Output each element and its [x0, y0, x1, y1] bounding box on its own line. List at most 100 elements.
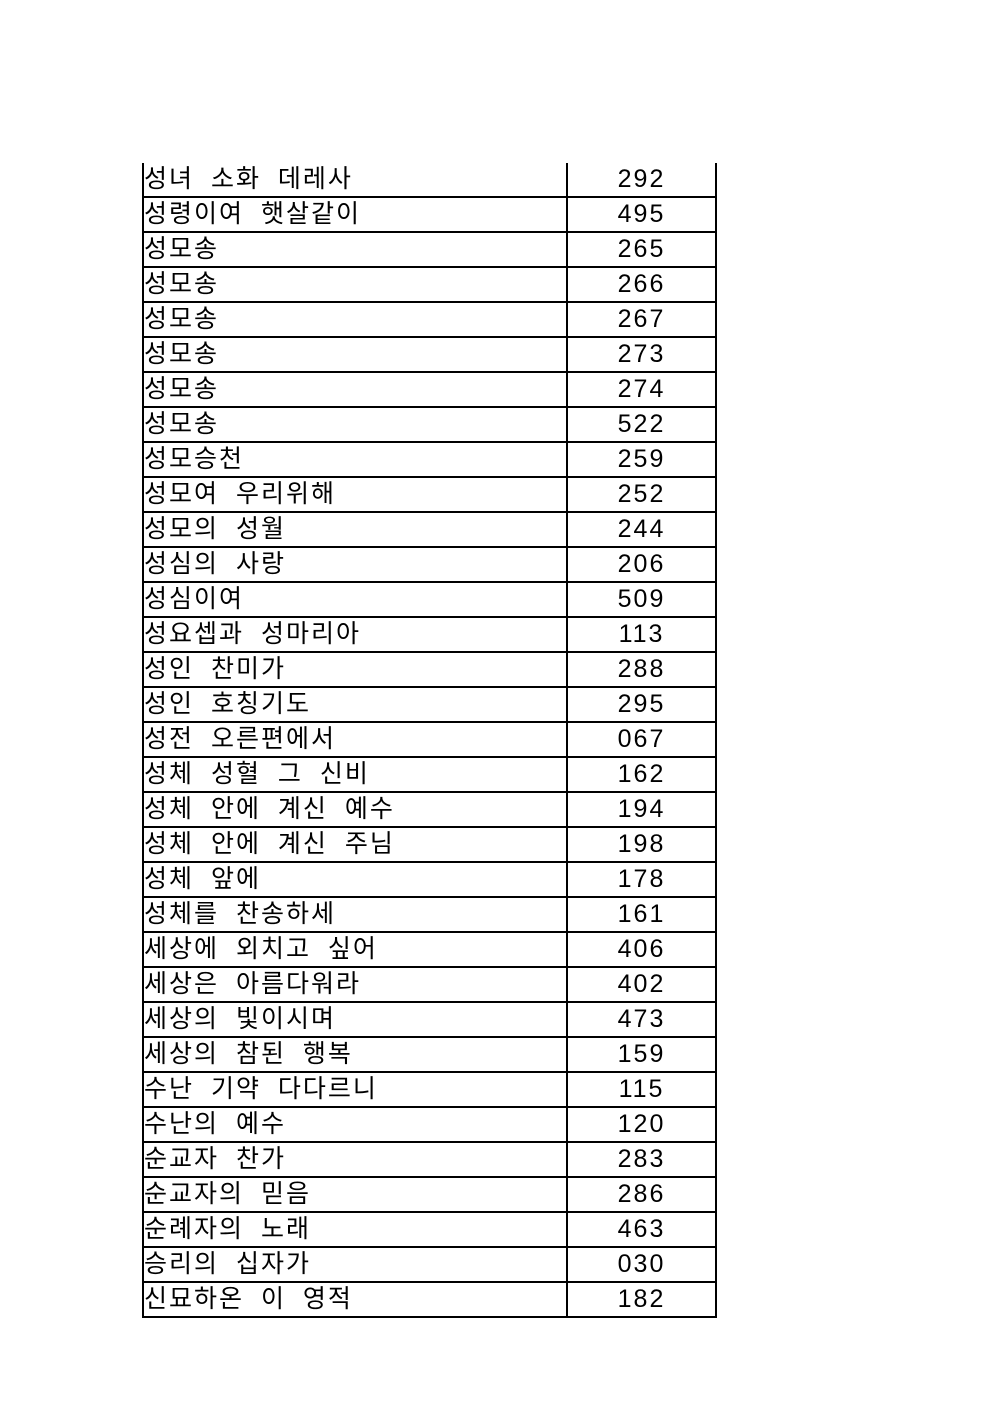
table-row: 성체 앞에 178 — [142, 861, 717, 898]
hymn-title-cell: 승리의 십자가 — [142, 1246, 568, 1283]
table-row: 성모송 274 — [142, 371, 717, 408]
hymn-title-cell: 수난의 예수 — [142, 1106, 568, 1143]
table-row: 순교자 찬가 283 — [142, 1141, 717, 1178]
hymn-title-cell: 성인 호칭기도 — [142, 686, 568, 723]
hymn-index-table-body: 성녀 소화 데레사 292 성령이여 햇살같이 495 성모송 265 성모송 … — [142, 163, 717, 1318]
table-row: 성체 안에 계신 주님 198 — [142, 826, 717, 863]
hymn-number-cell: 273 — [566, 336, 717, 373]
hymn-title-cell: 성체 앞에 — [142, 861, 568, 898]
hymn-number-cell: 182 — [566, 1281, 717, 1318]
table-row: 성체를 찬송하세 161 — [142, 896, 717, 933]
table-row: 성모의 성월 244 — [142, 511, 717, 548]
table-row: 성모송 265 — [142, 231, 717, 268]
hymn-number-cell: 030 — [566, 1246, 717, 1283]
hymn-title-cell: 성모의 성월 — [142, 511, 568, 548]
hymn-number-cell: 288 — [566, 651, 717, 688]
hymn-number-cell: 159 — [566, 1036, 717, 1073]
hymn-number-cell: 178 — [566, 861, 717, 898]
table-row: 수난의 예수 120 — [142, 1106, 717, 1143]
table-row: 성령이여 햇살같이 495 — [142, 196, 717, 233]
hymn-title-cell: 성모송 — [142, 266, 568, 303]
hymn-title-cell: 성모송 — [142, 336, 568, 373]
hymn-number-cell: 252 — [566, 476, 717, 513]
table-row: 수난 기약 다다르니 115 — [142, 1071, 717, 1108]
hymn-number-cell: 406 — [566, 931, 717, 968]
table-row: 성체 안에 계신 예수 194 — [142, 791, 717, 828]
table-row: 성인 찬미가 288 — [142, 651, 717, 688]
hymn-title-cell: 성모승천 — [142, 441, 568, 478]
hymn-title-cell: 수난 기약 다다르니 — [142, 1071, 568, 1108]
hymn-number-cell: 402 — [566, 966, 717, 1003]
table-row: 성전 오른편에서 067 — [142, 721, 717, 758]
table-row: 순례자의 노래 463 — [142, 1211, 717, 1248]
table-row: 성녀 소화 데레사 292 — [142, 163, 717, 198]
hymn-number-cell: 161 — [566, 896, 717, 933]
hymn-number-cell: 198 — [566, 826, 717, 863]
hymn-number-cell: 265 — [566, 231, 717, 268]
table-row: 성인 호칭기도 295 — [142, 686, 717, 723]
hymn-title-cell: 성령이여 햇살같이 — [142, 196, 568, 233]
hymn-number-cell: 495 — [566, 196, 717, 233]
hymn-title-cell: 성모송 — [142, 301, 568, 338]
hymn-title-cell: 세상은 아름다워라 — [142, 966, 568, 1003]
hymn-title-cell: 성체 안에 계신 예수 — [142, 791, 568, 828]
hymn-title-cell: 순교자의 믿음 — [142, 1176, 568, 1213]
hymn-index-table: 성녀 소화 데레사 292 성령이여 햇살같이 495 성모송 265 성모송 … — [142, 163, 717, 1318]
table-row: 세상은 아름다워라 402 — [142, 966, 717, 1003]
hymn-title-cell: 성녀 소화 데레사 — [142, 163, 568, 198]
table-row: 성심이여 509 — [142, 581, 717, 618]
hymn-number-cell: 162 — [566, 756, 717, 793]
hymn-number-cell: 266 — [566, 266, 717, 303]
hymn-number-cell: 259 — [566, 441, 717, 478]
hymn-title-cell: 성심의 사랑 — [142, 546, 568, 583]
hymn-title-cell: 순교자 찬가 — [142, 1141, 568, 1178]
table-row: 승리의 십자가 030 — [142, 1246, 717, 1283]
hymn-title-cell: 성체 성혈 그 신비 — [142, 756, 568, 793]
hymn-number-cell: 286 — [566, 1176, 717, 1213]
hymn-number-cell: 115 — [566, 1071, 717, 1108]
table-row: 성요셉과 성마리아 113 — [142, 616, 717, 653]
table-row: 성모송 273 — [142, 336, 717, 373]
table-row: 세상의 빛이시며 473 — [142, 1001, 717, 1038]
table-row: 성모여 우리위해 252 — [142, 476, 717, 513]
hymn-title-cell: 성체 안에 계신 주님 — [142, 826, 568, 863]
hymn-title-cell: 성인 찬미가 — [142, 651, 568, 688]
hymn-number-cell: 206 — [566, 546, 717, 583]
hymn-title-cell: 성전 오른편에서 — [142, 721, 568, 758]
hymn-title-cell: 성모송 — [142, 231, 568, 268]
table-row: 성모송 267 — [142, 301, 717, 338]
table-row: 성심의 사랑 206 — [142, 546, 717, 583]
hymn-title-cell: 성모송 — [142, 371, 568, 408]
hymn-title-cell: 성요셉과 성마리아 — [142, 616, 568, 653]
table-row: 순교자의 믿음 286 — [142, 1176, 717, 1213]
hymn-number-cell: 194 — [566, 791, 717, 828]
hymn-number-cell: 295 — [566, 686, 717, 723]
table-row: 신묘하온 이 영적 182 — [142, 1281, 717, 1318]
hymn-number-cell: 292 — [566, 163, 717, 198]
hymn-number-cell: 509 — [566, 581, 717, 618]
hymn-title-cell: 세상에 외치고 싶어 — [142, 931, 568, 968]
hymn-number-cell: 274 — [566, 371, 717, 408]
hymn-number-cell: 113 — [566, 616, 717, 653]
hymn-title-cell: 성모여 우리위해 — [142, 476, 568, 513]
hymn-number-cell: 120 — [566, 1106, 717, 1143]
table-row: 세상의 참된 행복 159 — [142, 1036, 717, 1073]
hymn-number-cell: 522 — [566, 406, 717, 443]
hymn-title-cell: 순례자의 노래 — [142, 1211, 568, 1248]
table-row: 성모송 522 — [142, 406, 717, 443]
hymn-number-cell: 283 — [566, 1141, 717, 1178]
hymn-title-cell: 성심이여 — [142, 581, 568, 618]
hymn-title-cell: 성체를 찬송하세 — [142, 896, 568, 933]
hymn-number-cell: 473 — [566, 1001, 717, 1038]
hymn-title-cell: 세상의 참된 행복 — [142, 1036, 568, 1073]
hymn-number-cell: 067 — [566, 721, 717, 758]
hymn-title-cell: 세상의 빛이시며 — [142, 1001, 568, 1038]
table-row: 성모승천 259 — [142, 441, 717, 478]
hymn-title-cell: 성모송 — [142, 406, 568, 443]
hymn-title-cell: 신묘하온 이 영적 — [142, 1281, 568, 1318]
table-row: 세상에 외치고 싶어 406 — [142, 931, 717, 968]
hymn-number-cell: 463 — [566, 1211, 717, 1248]
table-row: 성모송 266 — [142, 266, 717, 303]
hymn-number-cell: 244 — [566, 511, 717, 548]
